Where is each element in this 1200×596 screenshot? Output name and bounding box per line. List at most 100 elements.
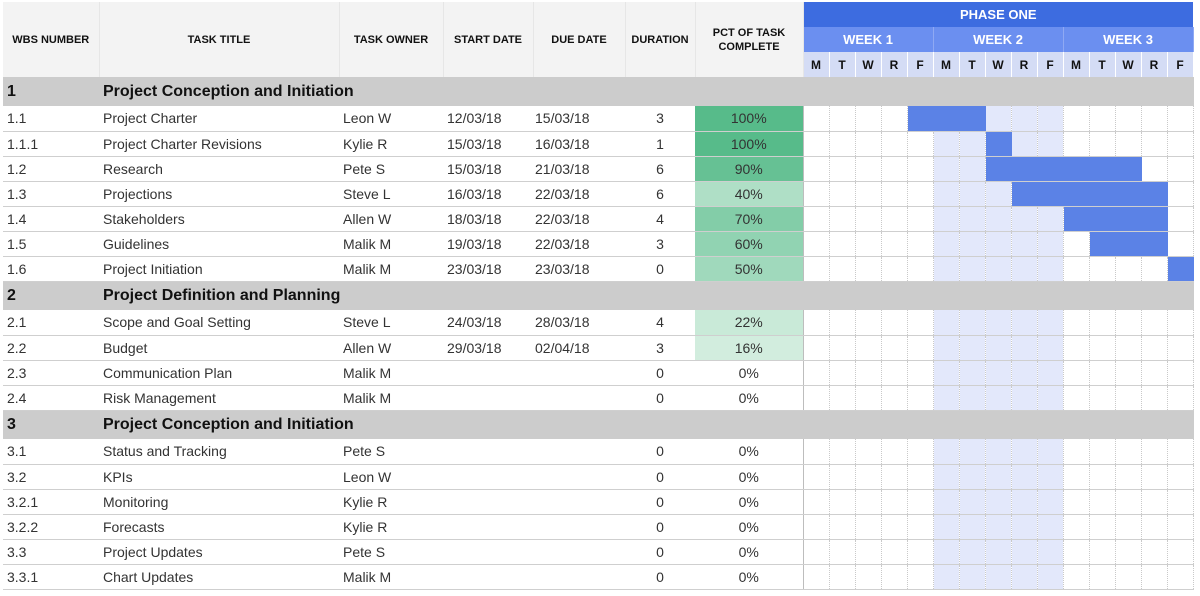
gantt-cell[interactable] [1011, 206, 1038, 232]
gantt-cell[interactable] [1167, 206, 1194, 232]
gantt-cell[interactable] [1063, 231, 1090, 257]
gantt-cell[interactable] [1011, 514, 1038, 540]
wbs-number[interactable]: 3.2.1 [3, 489, 99, 515]
gantt-bar-cell[interactable] [1141, 206, 1168, 232]
gantt-cell[interactable] [933, 156, 960, 182]
gantt-cell[interactable] [803, 464, 830, 490]
gantt-cell[interactable] [803, 131, 830, 157]
task-title[interactable]: Project Updates [99, 539, 339, 565]
gantt-cell[interactable] [1089, 539, 1116, 565]
pct-complete[interactable]: 22% [695, 310, 804, 336]
gantt-cell[interactable] [1167, 489, 1194, 515]
task-owner[interactable]: Allen W [339, 335, 443, 361]
gantt-cell[interactable] [1063, 335, 1090, 361]
gantt-cell[interactable] [933, 464, 960, 490]
due-date[interactable] [533, 464, 625, 490]
gantt-cell[interactable] [1167, 181, 1194, 207]
gantt-cell[interactable] [803, 310, 830, 336]
gantt-cell[interactable] [855, 156, 882, 182]
gantt-cell[interactable] [1167, 564, 1194, 590]
pct-complete[interactable]: 60% [695, 231, 804, 257]
task-owner[interactable]: Kylie R [339, 131, 443, 157]
task-row[interactable]: 2.4 Risk Management Malik M 0 0% [3, 385, 1194, 411]
gantt-cell[interactable] [933, 489, 960, 515]
gantt-cell[interactable] [829, 539, 856, 565]
task-owner[interactable]: Pete S [339, 439, 443, 465]
gantt-cell[interactable] [855, 181, 882, 207]
gantt-cell[interactable] [959, 489, 986, 515]
task-row[interactable]: 2.2 Budget Allen W 29/03/18 02/04/18 3 16% [3, 335, 1194, 361]
gantt-cell[interactable] [1141, 385, 1168, 411]
gantt-cell[interactable] [803, 514, 830, 540]
task-owner[interactable]: Malik M [339, 360, 443, 386]
gantt-cell[interactable] [829, 514, 856, 540]
task-row[interactable]: 1.2 Research Pete S 15/03/18 21/03/18 6 90% [3, 156, 1194, 182]
wbs-number[interactable]: 3.1 [3, 439, 99, 465]
gantt-cell[interactable] [985, 256, 1012, 282]
gantt-cell[interactable] [907, 489, 934, 515]
gantt-cell[interactable] [1089, 489, 1116, 515]
task-owner[interactable]: Leon W [339, 106, 443, 132]
duration[interactable]: 4 [625, 206, 695, 232]
task-owner[interactable]: Malik M [339, 231, 443, 257]
task-owner[interactable]: Malik M [339, 564, 443, 590]
gantt-cell[interactable] [881, 131, 908, 157]
gantt-cell[interactable] [829, 360, 856, 386]
gantt-cell[interactable] [829, 335, 856, 361]
duration[interactable]: 6 [625, 181, 695, 207]
gantt-cell[interactable] [1115, 564, 1142, 590]
gantt-cell[interactable] [1011, 385, 1038, 411]
gantt-cell[interactable] [933, 310, 960, 336]
task-title[interactable]: Stakeholders [99, 206, 339, 232]
task-owner[interactable]: Pete S [339, 539, 443, 565]
wbs-number[interactable]: 1.3 [3, 181, 99, 207]
gantt-cell[interactable] [1063, 514, 1090, 540]
start-date[interactable] [443, 514, 533, 540]
task-owner[interactable]: Pete S [339, 156, 443, 182]
gantt-cell[interactable] [1037, 360, 1064, 386]
start-date[interactable]: 15/03/18 [443, 131, 533, 157]
gantt-cell[interactable] [881, 514, 908, 540]
gantt-cell[interactable] [855, 385, 882, 411]
gantt-cell[interactable] [907, 310, 934, 336]
gantt-cell[interactable] [803, 360, 830, 386]
gantt-cell[interactable] [1167, 464, 1194, 490]
gantt-cell[interactable] [1089, 256, 1116, 282]
gantt-cell[interactable] [855, 514, 882, 540]
gantt-cell[interactable] [959, 181, 986, 207]
task-title[interactable]: Risk Management [99, 385, 339, 411]
start-date[interactable] [443, 464, 533, 490]
task-owner[interactable]: Kylie R [339, 514, 443, 540]
start-date[interactable]: 15/03/18 [443, 156, 533, 182]
gantt-cell[interactable] [959, 206, 986, 232]
gantt-bar-cell[interactable] [1089, 231, 1116, 257]
task-owner[interactable]: Leon W [339, 464, 443, 490]
task-row[interactable]: 3.3 Project Updates Pete S 0 0% [3, 539, 1194, 565]
gantt-cell[interactable] [907, 464, 934, 490]
gantt-bar-cell[interactable] [985, 156, 1012, 182]
gantt-cell[interactable] [803, 206, 830, 232]
gantt-cell[interactable] [1063, 539, 1090, 565]
duration[interactable]: 6 [625, 156, 695, 182]
gantt-cell[interactable] [855, 131, 882, 157]
gantt-cell[interactable] [1011, 464, 1038, 490]
gantt-cell[interactable] [933, 256, 960, 282]
gantt-cell[interactable] [933, 439, 960, 465]
gantt-cell[interactable] [855, 360, 882, 386]
task-row[interactable]: 2.3 Communication Plan Malik M 0 0% [3, 360, 1194, 386]
gantt-cell[interactable] [803, 106, 830, 132]
pct-complete[interactable]: 90% [695, 156, 804, 182]
gantt-cell[interactable] [1063, 464, 1090, 490]
gantt-cell[interactable] [1141, 464, 1168, 490]
gantt-bar-cell[interactable] [1037, 181, 1064, 207]
gantt-cell[interactable] [1011, 256, 1038, 282]
due-date[interactable]: 22/03/18 [533, 181, 625, 207]
gantt-cell[interactable] [1011, 310, 1038, 336]
gantt-cell[interactable] [907, 231, 934, 257]
task-title[interactable]: Project Charter Revisions [99, 131, 339, 157]
gantt-cell[interactable] [1089, 514, 1116, 540]
task-row[interactable]: 2.1 Scope and Goal Setting Steve L 24/03/18… [3, 310, 1194, 336]
gantt-cell[interactable] [985, 206, 1012, 232]
gantt-cell[interactable] [881, 106, 908, 132]
gantt-cell[interactable] [1115, 106, 1142, 132]
